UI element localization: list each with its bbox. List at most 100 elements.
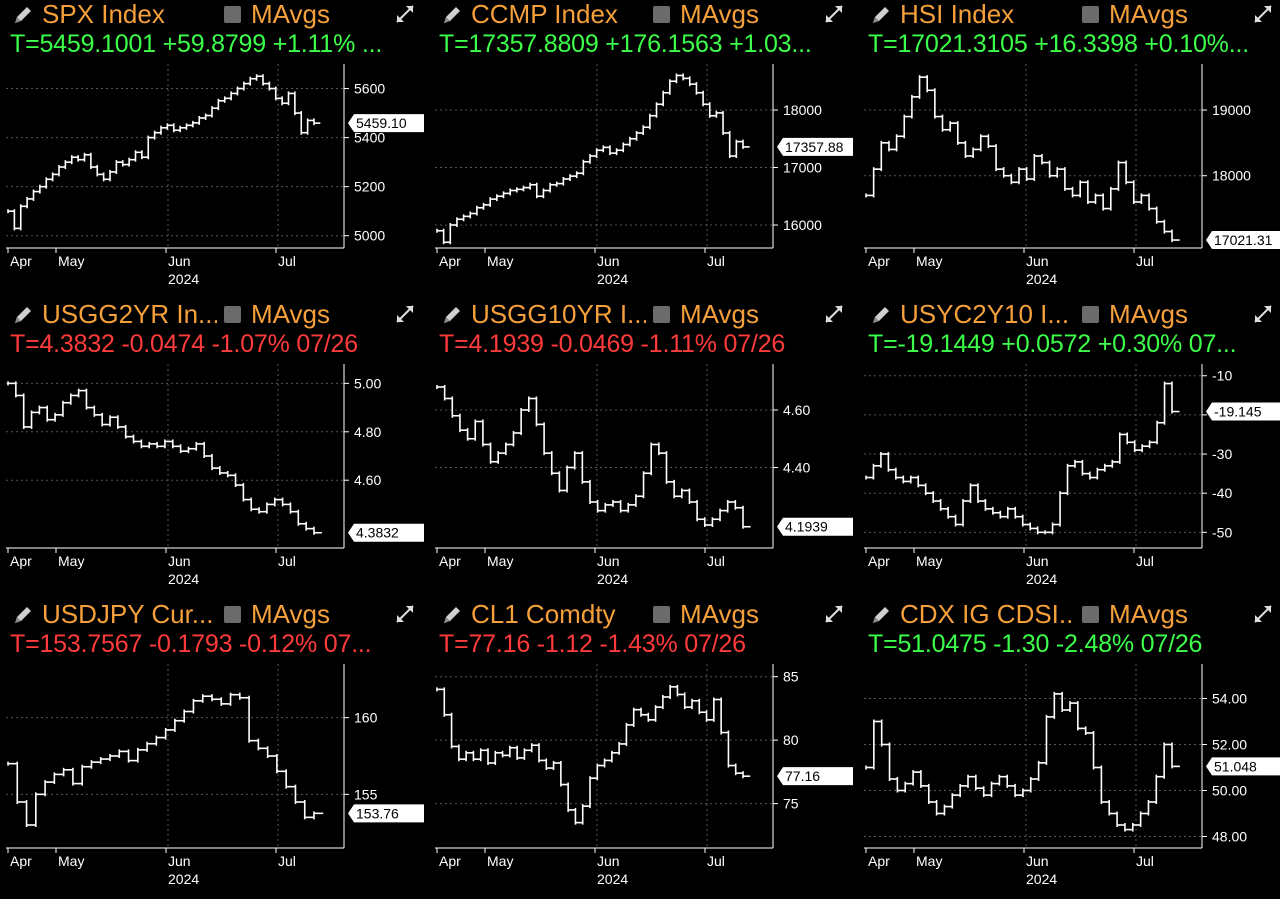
last-price-label: -19.145 xyxy=(1214,404,1262,420)
pencil-icon[interactable] xyxy=(441,304,463,326)
pencil-icon[interactable] xyxy=(870,604,892,626)
security-title[interactable]: USGG2YR In... xyxy=(42,300,217,330)
panel-header: CCMP Index MAvgs xyxy=(429,0,857,28)
y-tick-label: -30 xyxy=(1212,446,1232,462)
panel-header: CL1 Comdty MAvgs xyxy=(429,600,857,628)
expand-icon[interactable] xyxy=(394,603,416,625)
pencil-icon[interactable] xyxy=(12,304,34,326)
year-label: 2024 xyxy=(1026,871,1057,887)
price-chart[interactable]: 858075AprMayJunJul202477.16 xyxy=(429,658,857,898)
x-tick-label: Jul xyxy=(707,253,725,269)
gridlines xyxy=(435,364,773,548)
quote-line: T=17357.8809 +176.1563 +1.03... xyxy=(439,30,849,59)
y-tick-label: 5200 xyxy=(354,179,385,195)
expand-icon[interactable] xyxy=(1252,303,1274,325)
security-title[interactable]: USDJPY Cur... xyxy=(42,600,217,630)
expand-icon[interactable] xyxy=(823,603,845,625)
price-chart[interactable]: 1900018000AprMayJunJul202417021.31 xyxy=(858,58,1280,298)
y-tick-label: -10 xyxy=(1212,368,1232,384)
pencil-icon[interactable] xyxy=(441,4,463,26)
chart-panel: HSI Index MAvgs T=17021.3105 +16.3398 +0… xyxy=(858,0,1280,299)
panel-header: CDX IG CDSI... MAvgs xyxy=(858,600,1280,628)
security-title[interactable]: USGG10YR I... xyxy=(471,300,646,330)
security-title[interactable]: CCMP Index xyxy=(471,0,646,30)
last-price-tag: 17357.88 xyxy=(777,138,853,156)
x-tick-label: May xyxy=(916,553,942,569)
price-chart[interactable]: 160155AprMayJunJul2024153.76 xyxy=(0,658,428,898)
gridlines xyxy=(864,64,1202,248)
gridlines xyxy=(864,364,1202,548)
mavgs-checkbox[interactable] xyxy=(224,6,241,23)
price-series xyxy=(437,685,750,825)
security-title[interactable]: CDX IG CDSI... xyxy=(900,600,1075,630)
mavgs-label[interactable]: MAvgs xyxy=(1109,0,1188,30)
security-title[interactable]: CL1 Comdty xyxy=(471,600,646,630)
chart-panel: USYC2Y10 I... MAvgs T=-19.1449 +0.0572 +… xyxy=(858,300,1280,599)
price-chart[interactable]: 5.004.804.60AprMayJunJul20244.3832 xyxy=(0,358,428,598)
mavgs-checkbox[interactable] xyxy=(653,306,670,323)
mavgs-label[interactable]: MAvgs xyxy=(680,600,759,630)
y-tick-label: 160 xyxy=(354,710,378,726)
y-tick-label: 18000 xyxy=(1212,168,1251,184)
last-price-label: 4.1939 xyxy=(785,519,828,535)
quote-line: T=77.16 -1.12 -1.43% 07/26 xyxy=(439,630,849,659)
last-price-label: 51.048 xyxy=(1214,758,1257,774)
price-series xyxy=(866,692,1180,832)
price-series xyxy=(866,75,1180,242)
mavgs-checkbox[interactable] xyxy=(653,606,670,623)
x-tick-label: Jul xyxy=(278,553,296,569)
y-tick-label: 4.60 xyxy=(783,402,810,418)
mavgs-label[interactable]: MAvgs xyxy=(251,300,330,330)
expand-icon[interactable] xyxy=(394,303,416,325)
y-tick-label: 75 xyxy=(783,796,799,812)
mavgs-label[interactable]: MAvgs xyxy=(251,0,330,30)
expand-icon[interactable] xyxy=(394,3,416,25)
pencil-icon[interactable] xyxy=(12,604,34,626)
expand-icon[interactable] xyxy=(1252,3,1274,25)
security-title[interactable]: USYC2Y10 I... xyxy=(900,300,1075,330)
gridlines xyxy=(864,664,1202,848)
mavgs-checkbox[interactable] xyxy=(224,306,241,323)
quote-line: T=153.7567 -0.1793 -0.12% 07... xyxy=(10,630,420,659)
mavgs-checkbox[interactable] xyxy=(224,606,241,623)
y-tick-label: 5.00 xyxy=(354,375,381,391)
panel-header: HSI Index MAvgs xyxy=(858,0,1280,28)
x-tick-label: May xyxy=(916,853,942,869)
expand-icon[interactable] xyxy=(823,3,845,25)
last-price-label: 77.16 xyxy=(785,768,820,784)
last-price-label: 153.76 xyxy=(356,805,399,821)
pencil-icon[interactable] xyxy=(441,604,463,626)
mavgs-label[interactable]: MAvgs xyxy=(680,300,759,330)
security-title[interactable]: SPX Index xyxy=(42,0,217,30)
pencil-icon[interactable] xyxy=(870,304,892,326)
mavgs-label[interactable]: MAvgs xyxy=(1109,300,1188,330)
mavgs-checkbox[interactable] xyxy=(1082,6,1099,23)
chart-panel: USDJPY Cur... MAvgs T=153.7567 -0.1793 -… xyxy=(0,600,428,899)
price-series xyxy=(437,385,751,529)
x-tick-label: Jul xyxy=(278,853,296,869)
price-chart[interactable]: 180001700016000AprMayJunJul202417357.88 xyxy=(429,58,857,298)
price-chart[interactable]: 4.604.40AprMayJunJul20244.1939 xyxy=(429,358,857,598)
price-chart[interactable]: 5600540052005000AprMayJunJul20245459.10 xyxy=(0,58,428,298)
x-tick-label: Jul xyxy=(707,553,725,569)
security-title[interactable]: HSI Index xyxy=(900,0,1075,30)
mavgs-label[interactable]: MAvgs xyxy=(1109,600,1188,630)
mavgs-checkbox[interactable] xyxy=(653,6,670,23)
mavgs-label[interactable]: MAvgs xyxy=(251,600,330,630)
gridlines xyxy=(6,64,344,248)
expand-icon[interactable] xyxy=(823,303,845,325)
pencil-icon[interactable] xyxy=(12,4,34,26)
x-tick-label: May xyxy=(58,553,84,569)
x-tick-label: Jun xyxy=(1026,553,1049,569)
price-chart[interactable]: 54.0052.0050.0048.00AprMayJunJul202451.0… xyxy=(858,658,1280,898)
mavgs-checkbox[interactable] xyxy=(1082,606,1099,623)
mavgs-label[interactable]: MAvgs xyxy=(680,0,759,30)
year-label: 2024 xyxy=(168,571,199,587)
x-tick-label: Jul xyxy=(707,853,725,869)
price-chart[interactable]: -10-20-30-40-50AprMayJunJul2024-19.145 xyxy=(858,358,1280,598)
expand-icon[interactable] xyxy=(1252,603,1274,625)
mavgs-checkbox[interactable] xyxy=(1082,306,1099,323)
last-price-label: 17021.31 xyxy=(1214,232,1273,248)
pencil-icon[interactable] xyxy=(870,4,892,26)
quote-line: T=5459.1001 +59.8799 +1.11% ... xyxy=(10,30,420,59)
